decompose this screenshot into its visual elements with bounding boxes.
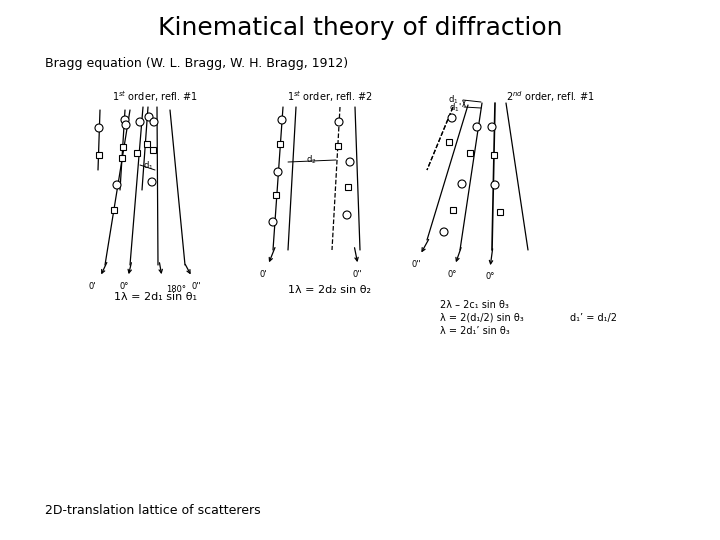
Text: 0': 0' <box>89 282 96 291</box>
Text: d$_1$: d$_1$ <box>143 160 153 172</box>
Circle shape <box>458 180 466 188</box>
Circle shape <box>122 121 130 129</box>
Bar <box>446 139 452 145</box>
Circle shape <box>473 123 481 131</box>
Bar <box>144 141 150 147</box>
Text: 1$^{st}$ order, refl. #1: 1$^{st}$ order, refl. #1 <box>112 90 198 104</box>
Bar <box>335 143 341 149</box>
Text: 1λ = 2d₁ sin θ₁: 1λ = 2d₁ sin θ₁ <box>114 292 197 302</box>
Text: 0'': 0'' <box>192 282 202 291</box>
Circle shape <box>145 113 153 121</box>
Bar <box>111 207 117 213</box>
Bar <box>119 155 125 161</box>
Text: 0': 0' <box>259 270 266 279</box>
Text: d₁’ = d₁/2: d₁’ = d₁/2 <box>570 313 617 323</box>
Bar <box>345 184 351 190</box>
Circle shape <box>150 118 158 126</box>
Circle shape <box>488 123 496 131</box>
Bar <box>497 209 503 215</box>
Circle shape <box>148 178 156 186</box>
Bar <box>150 147 156 153</box>
Text: 2$^{nd}$ order, refl. #1: 2$^{nd}$ order, refl. #1 <box>505 90 594 104</box>
Text: λ = 2(d₁/2) sin θ₃: λ = 2(d₁/2) sin θ₃ <box>440 313 523 323</box>
Bar <box>134 150 140 156</box>
Bar <box>450 207 456 213</box>
Circle shape <box>448 114 456 122</box>
Text: d$_1$': d$_1$' <box>449 102 462 114</box>
Text: 0°: 0° <box>120 282 129 291</box>
Text: 1λ = 2d₂ sin θ₂: 1λ = 2d₂ sin θ₂ <box>289 285 372 295</box>
Circle shape <box>343 211 351 219</box>
Text: Kinematical theory of diffraction: Kinematical theory of diffraction <box>158 16 562 40</box>
Bar <box>120 144 126 150</box>
Text: 1$^{st}$ order, refl. #2: 1$^{st}$ order, refl. #2 <box>287 90 373 104</box>
Circle shape <box>95 124 103 132</box>
Text: 0'': 0'' <box>411 260 421 269</box>
Text: 180°: 180° <box>166 285 186 294</box>
Text: d$_1$: d$_1$ <box>449 94 459 106</box>
Text: 0°: 0° <box>485 272 495 281</box>
Circle shape <box>346 158 354 166</box>
Bar <box>96 152 102 158</box>
Text: d$_2$: d$_2$ <box>306 154 316 166</box>
Text: 0'': 0'' <box>352 270 362 279</box>
Circle shape <box>440 228 448 236</box>
Text: 0°: 0° <box>447 270 456 279</box>
Bar <box>491 152 497 158</box>
Text: 2D-translation lattice of scatterers: 2D-translation lattice of scatterers <box>45 503 261 516</box>
Circle shape <box>121 116 129 124</box>
Circle shape <box>274 168 282 176</box>
Bar <box>277 141 283 147</box>
Circle shape <box>335 118 343 126</box>
Text: λ = 2d₁’ sin θ₃: λ = 2d₁’ sin θ₃ <box>440 326 510 336</box>
Circle shape <box>278 116 286 124</box>
Bar <box>467 150 473 156</box>
Circle shape <box>269 218 277 226</box>
Bar <box>273 192 279 198</box>
Text: Bragg equation (W. L. Bragg, W. H. Bragg, 1912): Bragg equation (W. L. Bragg, W. H. Bragg… <box>45 57 348 71</box>
Circle shape <box>491 181 499 189</box>
Circle shape <box>136 118 144 126</box>
Circle shape <box>113 181 121 189</box>
Text: 2λ – 2c₁ sin θ₃: 2λ – 2c₁ sin θ₃ <box>440 300 509 310</box>
